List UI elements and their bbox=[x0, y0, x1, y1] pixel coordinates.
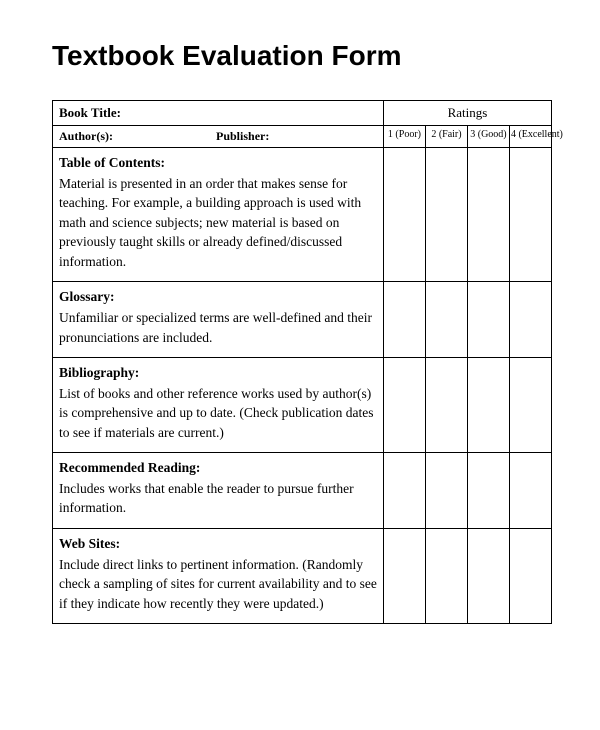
section-glossary: Glossary: Unfamiliar or specialized term… bbox=[53, 282, 384, 358]
rating-cell[interactable] bbox=[467, 282, 509, 358]
rating-col-1: 1 (Poor) bbox=[383, 126, 425, 148]
table-row: Author(s): Publisher: 1 (Poor) 2 (Fair) … bbox=[53, 126, 552, 148]
table-row: Glossary: Unfamiliar or specialized term… bbox=[53, 282, 552, 358]
rating-cell[interactable] bbox=[509, 148, 551, 282]
section-desc: List of books and other reference works … bbox=[59, 386, 374, 440]
rating-cell[interactable] bbox=[383, 529, 425, 624]
rating-cell[interactable] bbox=[509, 358, 551, 453]
rating-cell[interactable] bbox=[383, 148, 425, 282]
section-desc: Material is presented in an order that m… bbox=[59, 176, 361, 269]
section-desc: Includes works that enable the reader to… bbox=[59, 481, 354, 516]
section-title: Glossary: bbox=[59, 287, 377, 307]
table-row: Table of Contents: Material is presented… bbox=[53, 148, 552, 282]
publisher-label: Publisher: bbox=[216, 129, 269, 143]
table-row: Book Title: Ratings bbox=[53, 101, 552, 126]
rating-cell[interactable] bbox=[467, 453, 509, 529]
section-desc: Unfamiliar or specialized terms are well… bbox=[59, 310, 372, 345]
table-row: Bibliography: List of books and other re… bbox=[53, 358, 552, 453]
rating-cell[interactable] bbox=[425, 148, 467, 282]
rating-cell[interactable] bbox=[383, 282, 425, 358]
rating-col-3: 3 (Good) bbox=[467, 126, 509, 148]
rating-cell[interactable] bbox=[467, 529, 509, 624]
section-bibliography: Bibliography: List of books and other re… bbox=[53, 358, 384, 453]
section-title: Table of Contents: bbox=[59, 153, 377, 173]
rating-cell[interactable] bbox=[425, 358, 467, 453]
section-recommended: Recommended Reading: Includes works that… bbox=[53, 453, 384, 529]
section-title: Bibliography: bbox=[59, 363, 377, 383]
rating-col-4: 4 (Excellent) bbox=[509, 126, 551, 148]
rating-cell[interactable] bbox=[425, 453, 467, 529]
rating-cell[interactable] bbox=[383, 358, 425, 453]
section-desc: Include direct links to pertinent inform… bbox=[59, 557, 377, 611]
rating-cell[interactable] bbox=[509, 282, 551, 358]
authors-label: Author(s): bbox=[59, 129, 113, 143]
author-publisher-cell: Author(s): Publisher: bbox=[53, 126, 384, 148]
rating-cell[interactable] bbox=[467, 148, 509, 282]
rating-cell[interactable] bbox=[467, 358, 509, 453]
section-websites: Web Sites: Include direct links to perti… bbox=[53, 529, 384, 624]
rating-cell[interactable] bbox=[425, 282, 467, 358]
rating-col-2: 2 (Fair) bbox=[425, 126, 467, 148]
table-row: Recommended Reading: Includes works that… bbox=[53, 453, 552, 529]
rating-cell[interactable] bbox=[509, 453, 551, 529]
evaluation-table: Book Title: Ratings Author(s): Publisher… bbox=[52, 100, 552, 624]
rating-cell[interactable] bbox=[425, 529, 467, 624]
section-title: Recommended Reading: bbox=[59, 458, 377, 478]
table-row: Web Sites: Include direct links to perti… bbox=[53, 529, 552, 624]
ratings-header: Ratings bbox=[383, 101, 551, 126]
section-title: Web Sites: bbox=[59, 534, 377, 554]
form-title: Textbook Evaluation Form bbox=[52, 40, 552, 72]
book-title-label: Book Title: bbox=[53, 101, 384, 126]
section-toc: Table of Contents: Material is presented… bbox=[53, 148, 384, 282]
rating-cell[interactable] bbox=[509, 529, 551, 624]
rating-cell[interactable] bbox=[383, 453, 425, 529]
